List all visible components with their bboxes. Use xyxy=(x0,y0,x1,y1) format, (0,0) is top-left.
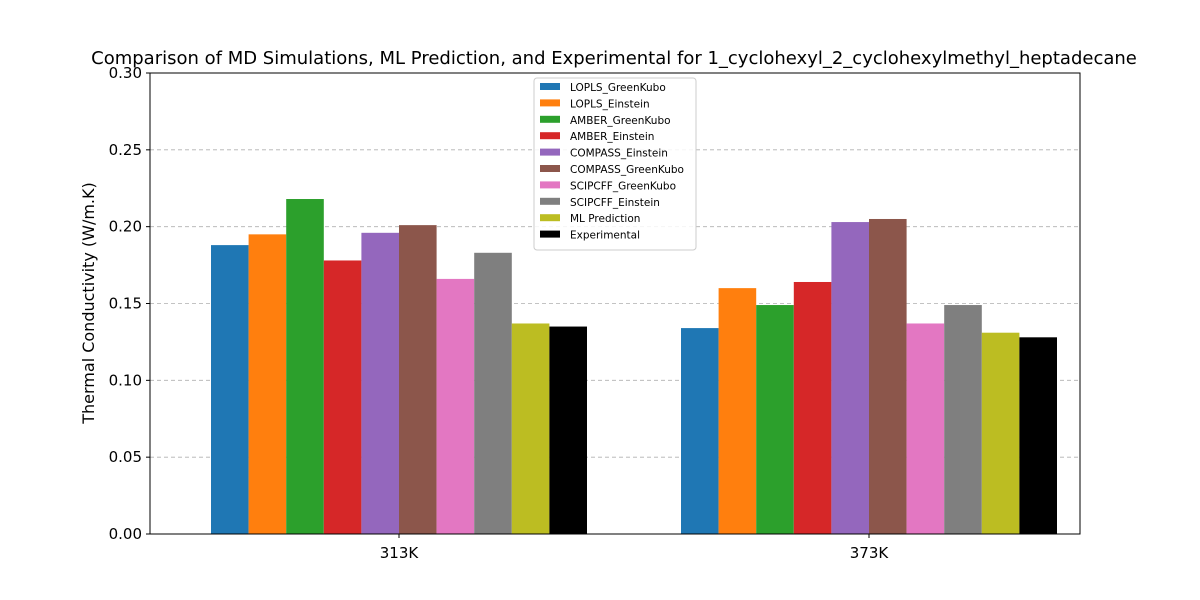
bar xyxy=(549,326,587,534)
bar xyxy=(981,332,1020,534)
legend-swatch xyxy=(540,214,560,222)
bar xyxy=(681,328,719,534)
legend-swatch xyxy=(540,148,560,156)
y-tick-label: 0.20 xyxy=(109,218,142,236)
legend-box xyxy=(533,77,697,251)
bar xyxy=(248,234,287,534)
legend-swatch xyxy=(540,181,560,189)
legend-swatch xyxy=(540,197,560,205)
y-tick-label: 0.30 xyxy=(109,64,142,82)
bar xyxy=(323,260,362,534)
bar xyxy=(361,232,399,534)
legend-swatch xyxy=(540,230,560,238)
y-tick-label: 0.00 xyxy=(109,525,142,543)
legend-label: ML Prediction xyxy=(570,213,640,225)
legend-label: AMBER_Einstein xyxy=(570,131,654,143)
legend: LOPLS_GreenKubo LOPLS_Einstein AMBER_Green… xyxy=(533,77,697,251)
y-tick-label: 0.10 xyxy=(109,371,142,389)
legend-swatch xyxy=(540,115,560,123)
axes: 0.00 0.05 0.10 0.15 0.20 0.25 0.30 313K 373K xyxy=(109,64,1081,562)
plot-frame xyxy=(149,72,1081,535)
x-tick-label: 373K xyxy=(850,544,890,562)
legend-label: COMPASS_GreenKubo xyxy=(570,164,684,176)
legend-swatch xyxy=(540,99,560,107)
bar xyxy=(831,222,869,534)
bar xyxy=(793,281,832,534)
legend-label: SCIPCFF_Einstein xyxy=(570,197,660,209)
bar xyxy=(756,305,794,534)
bar xyxy=(511,323,550,534)
bar xyxy=(286,199,324,534)
y-tick-label: 0.05 xyxy=(109,448,142,466)
legend-label: Experimental xyxy=(570,230,640,242)
legend-label: LOPLS_GreenKubo xyxy=(570,82,666,94)
legend-swatch xyxy=(540,83,560,90)
bar xyxy=(474,252,512,535)
bar xyxy=(436,278,475,534)
bar xyxy=(211,245,249,535)
bar xyxy=(1019,337,1057,534)
bars xyxy=(211,199,1057,535)
y-tick-label: 0.25 xyxy=(109,141,142,159)
chart-title: Comparison of MD Simulations, ML Predict… xyxy=(91,48,1137,69)
bar xyxy=(944,305,982,534)
y-axis-title: Thermal Conductivity (W/m.K) xyxy=(79,182,98,425)
x-tick-label: 313K xyxy=(380,544,420,562)
bar xyxy=(869,218,907,535)
legend-label: AMBER_GreenKubo xyxy=(570,115,671,127)
legend-swatch xyxy=(540,132,560,140)
bar xyxy=(718,288,757,534)
y-tick-label: 0.15 xyxy=(109,295,142,313)
legend-swatch xyxy=(540,165,560,172)
bar xyxy=(906,323,945,534)
bar xyxy=(399,225,437,534)
legend-label: SCIPCFF_GreenKubo xyxy=(570,180,676,192)
legend-label: LOPLS_Einstein xyxy=(570,98,650,110)
legend-label: COMPASS_Einstein xyxy=(570,148,668,160)
